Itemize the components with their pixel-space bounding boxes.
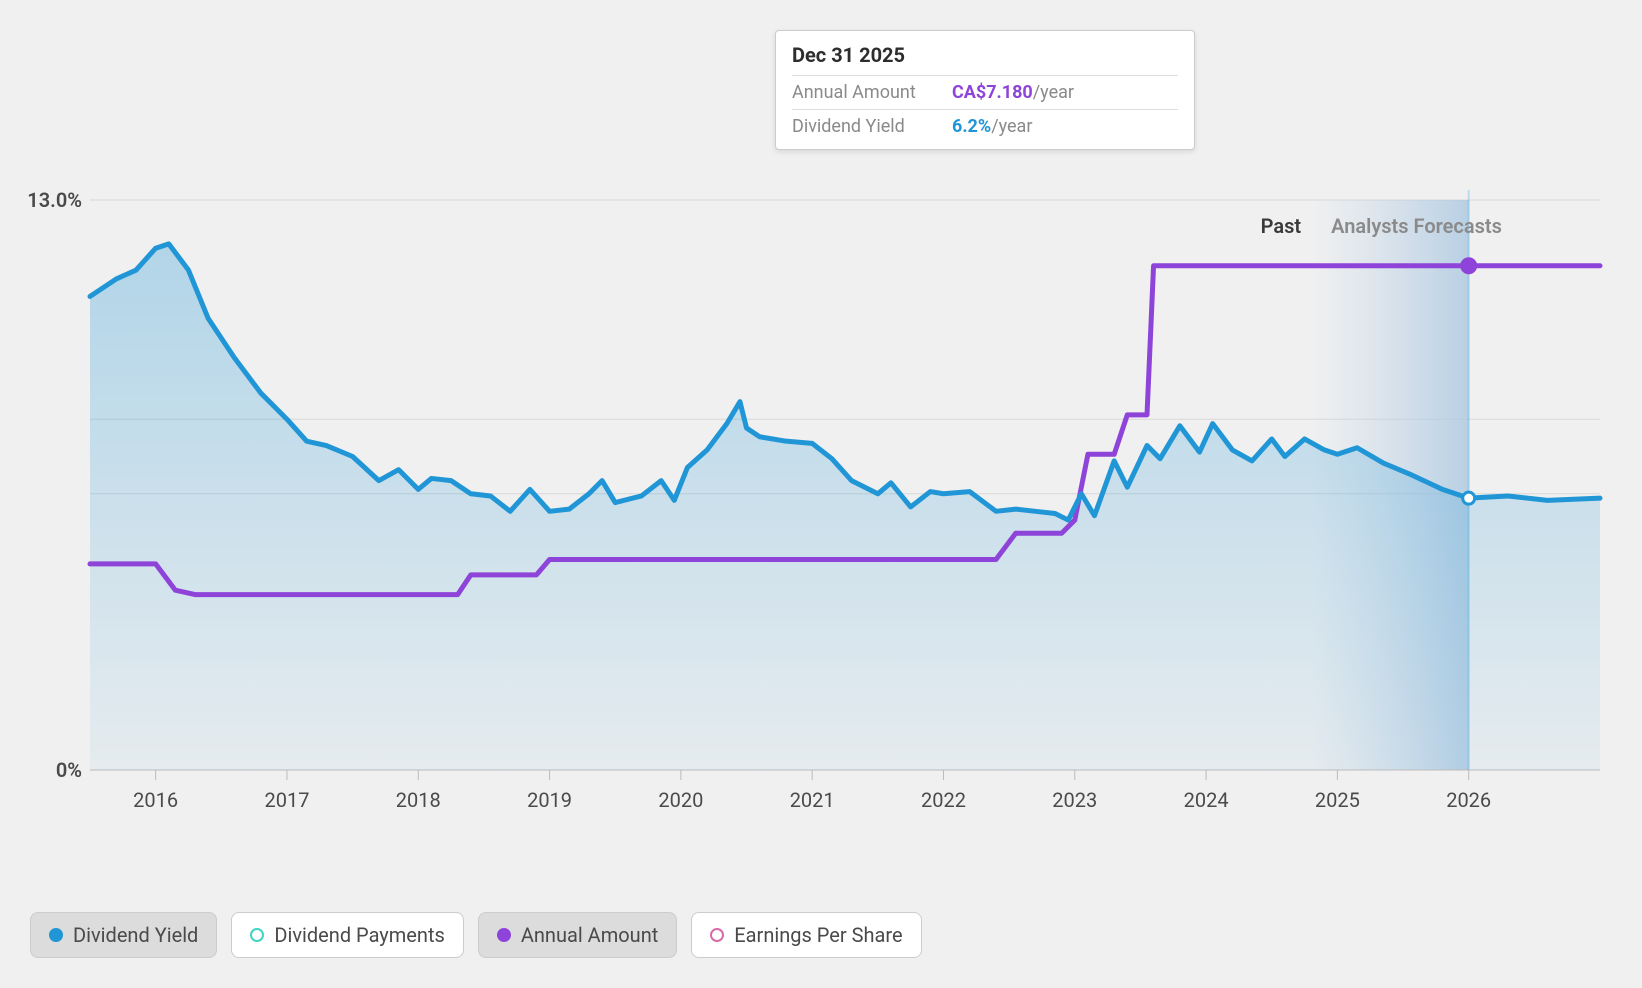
- tooltip-label: Annual Amount: [792, 82, 952, 103]
- legend-label: Dividend Yield: [73, 923, 198, 947]
- x-axis-tick-label: 2023: [1050, 788, 1100, 812]
- tooltip-row-dividend-yield: Dividend Yield 6.2%/year: [792, 110, 1178, 137]
- x-axis-tick-label: 2026: [1444, 788, 1494, 812]
- x-axis-tick-label: 2021: [787, 788, 837, 812]
- tooltip-label: Dividend Yield: [792, 116, 952, 137]
- legend-swatch-icon: [497, 928, 511, 942]
- past-label: Past: [1261, 214, 1301, 238]
- tooltip-row-annual-amount: Annual Amount CA$7.180/year: [792, 76, 1178, 110]
- legend-label: Earnings Per Share: [734, 923, 902, 947]
- legend-label: Dividend Payments: [274, 923, 444, 947]
- x-axis-tick-label: 2018: [393, 788, 443, 812]
- tooltip-suffix: /year: [991, 116, 1032, 137]
- chart-tooltip: Dec 31 2025 Annual Amount CA$7.180/year …: [775, 30, 1195, 150]
- x-axis-tick-label: 2025: [1312, 788, 1362, 812]
- legend-label: Annual Amount: [521, 923, 658, 947]
- chart-legend: Dividend Yield Dividend Payments Annual Am…: [30, 912, 922, 958]
- y-axis-min-label: 0%: [56, 758, 82, 782]
- x-axis-tick-label: 2022: [918, 788, 968, 812]
- x-axis-tick-label: 2020: [656, 788, 706, 812]
- legend-item-dividend-payments[interactable]: Dividend Payments: [231, 912, 463, 958]
- chart-container: 13.0% 0% 2016 2017 2018 2019 2020 2021 2022 202…: [0, 0, 1642, 988]
- tooltip-value: 6.2%: [952, 116, 991, 137]
- x-axis-tick-label: 2024: [1181, 788, 1231, 812]
- x-axis-tick-label: 2017: [262, 788, 312, 812]
- forecast-label: Analysts Forecasts: [1331, 214, 1502, 238]
- tooltip-title: Dec 31 2025: [792, 43, 1178, 76]
- legend-item-annual-amount[interactable]: Annual Amount: [478, 912, 677, 958]
- x-axis-tick-label: 2019: [525, 788, 575, 812]
- legend-item-dividend-yield[interactable]: Dividend Yield: [30, 912, 217, 958]
- legend-swatch-icon: [710, 928, 724, 942]
- legend-swatch-icon: [49, 928, 63, 942]
- legend-swatch-icon: [250, 928, 264, 942]
- tooltip-suffix: /year: [1033, 82, 1074, 103]
- y-axis-max-label: 13.0%: [27, 188, 82, 212]
- tooltip-value: CA$7.180: [952, 82, 1033, 103]
- legend-item-earnings-per-share[interactable]: Earnings Per Share: [691, 912, 921, 958]
- x-axis-tick-label: 2016: [131, 788, 181, 812]
